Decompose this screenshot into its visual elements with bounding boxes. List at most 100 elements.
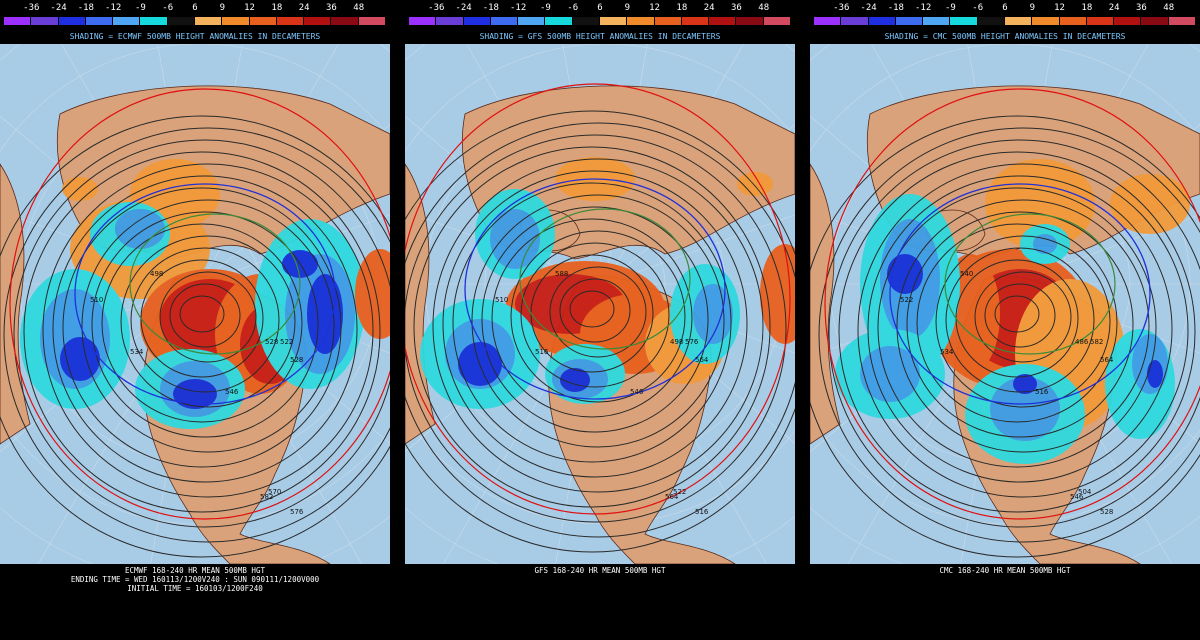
contour-label: 582 (260, 493, 273, 501)
scale-swatch (1004, 17, 1033, 25)
contour-green (129, 213, 301, 355)
contour-label: 510 (495, 296, 508, 304)
scale-tick-label: 48 (353, 3, 365, 13)
scale-swatch (1086, 17, 1115, 25)
scale-swatch (868, 17, 896, 25)
anomaly-region (115, 209, 165, 249)
contour-label: 528 (1100, 508, 1113, 516)
scale-swatch (167, 17, 195, 25)
shading-title: SHADING = CMC 500MB HEIGHT ANOMALIES IN … (884, 32, 1126, 41)
anomaly-region (173, 379, 217, 409)
scale-swatch (463, 17, 491, 25)
contour-label: 528 (265, 338, 278, 346)
scale-swatch (85, 17, 114, 25)
ecmwf-panel: -36 -24 -18 -12 -9 -6 6 9 12 18 24 36 48 SHADING = EC… (0, 0, 390, 640)
contour-label: 588 (555, 270, 568, 278)
contour-line (3, 127, 390, 543)
contour-label: 540 (960, 270, 973, 278)
anomaly-region (307, 274, 343, 354)
contour-line (405, 122, 795, 538)
contour-line (432, 158, 764, 493)
scale-tick-label: -24 (455, 3, 472, 13)
scale-tick-label: -36 (428, 3, 445, 13)
anomaly-region (1033, 234, 1057, 254)
scale-tick-label: -9 (945, 3, 956, 13)
contour-line (896, 199, 1150, 453)
contour-label: 516 (535, 348, 549, 356)
contour-line (405, 110, 795, 553)
anomaly-region (737, 172, 773, 196)
scale-swatch (841, 17, 869, 25)
scale-tick-label: -18 (482, 3, 499, 13)
scale-swatch (1032, 17, 1060, 25)
contour-label: 564 (695, 356, 709, 364)
contour-line (994, 295, 1040, 333)
contour-label: 522 (280, 338, 293, 346)
scale-swatch (249, 17, 277, 25)
scale-swatch (545, 17, 573, 25)
scale-swatch (950, 17, 978, 25)
anomaly-region (693, 284, 733, 344)
anomaly-region (1147, 360, 1163, 388)
contour-label: 564 (1100, 356, 1114, 364)
scale-tick-label: 24 (1108, 3, 1120, 13)
polar-map: 540 522 486 534 516 504 528 546 582 564 (810, 44, 1200, 564)
caption-line: ECMWF 168-240 HR MEAN 500MB HGT (125, 566, 265, 575)
contour-line (481, 206, 709, 433)
scale-swatch (222, 17, 250, 25)
contour-line (818, 127, 1200, 543)
contour-line (62, 187, 342, 468)
scale-tick-label: 9 (219, 3, 225, 13)
contour-label: 522 (673, 488, 686, 496)
scale-tick-label: -12 (105, 3, 122, 13)
scale-tick-label: 9 (1029, 3, 1035, 13)
anomaly-region (1110, 174, 1190, 234)
scale-tick-label: -36 (833, 3, 850, 13)
contour-line (179, 295, 225, 333)
contour-label: 546 (225, 388, 239, 396)
contour-line (916, 223, 1118, 423)
contour-line (452, 182, 732, 463)
height-contours (405, 110, 795, 553)
contour-label: 534 (130, 348, 144, 356)
scale-tick-label: -24 (50, 3, 67, 13)
contour-line (857, 163, 1189, 498)
scale-tick-label: -6 (162, 3, 174, 13)
scale-swatch (490, 17, 519, 25)
scale-tick-label: 24 (703, 3, 715, 13)
contour-line (520, 242, 670, 388)
contour-line (471, 194, 725, 448)
shading-title: SHADING = ECMWF 500MB HEIGHT ANOMALIES I… (69, 32, 321, 41)
anomaly-shading (420, 157, 795, 409)
anomaly-region (355, 249, 390, 339)
contour-line (0, 115, 390, 558)
anomaly-region (1013, 374, 1037, 394)
contour-line (549, 266, 647, 358)
scale-tick-label: -6 (567, 3, 579, 13)
contour-line (130, 247, 280, 393)
contour-line (491, 218, 693, 418)
height-contours (810, 115, 1200, 558)
scale-tick-label: 12 (649, 3, 660, 13)
scale-tick-label: -6 (972, 3, 984, 13)
contour-line (984, 283, 1056, 348)
contour-line (52, 175, 358, 483)
anomaly-region (990, 377, 1060, 441)
scale-tick-label: -9 (540, 3, 551, 13)
scale-swatch (58, 17, 86, 25)
contour-line (81, 199, 335, 453)
scale-swatch (763, 17, 791, 25)
scale-tick-label: 36 (326, 3, 337, 13)
contour-label: 546 (1070, 493, 1084, 501)
contour-red (824, 88, 1200, 520)
contour-label: 582 (1090, 338, 1103, 346)
scale-swatch (276, 17, 305, 25)
contour-line (867, 175, 1173, 483)
contour-line (569, 290, 615, 328)
contour-label: 534 (940, 348, 954, 356)
contour-line (23, 151, 381, 513)
scale-swatch (1114, 17, 1142, 25)
scale-tick-label: -9 (135, 3, 146, 13)
